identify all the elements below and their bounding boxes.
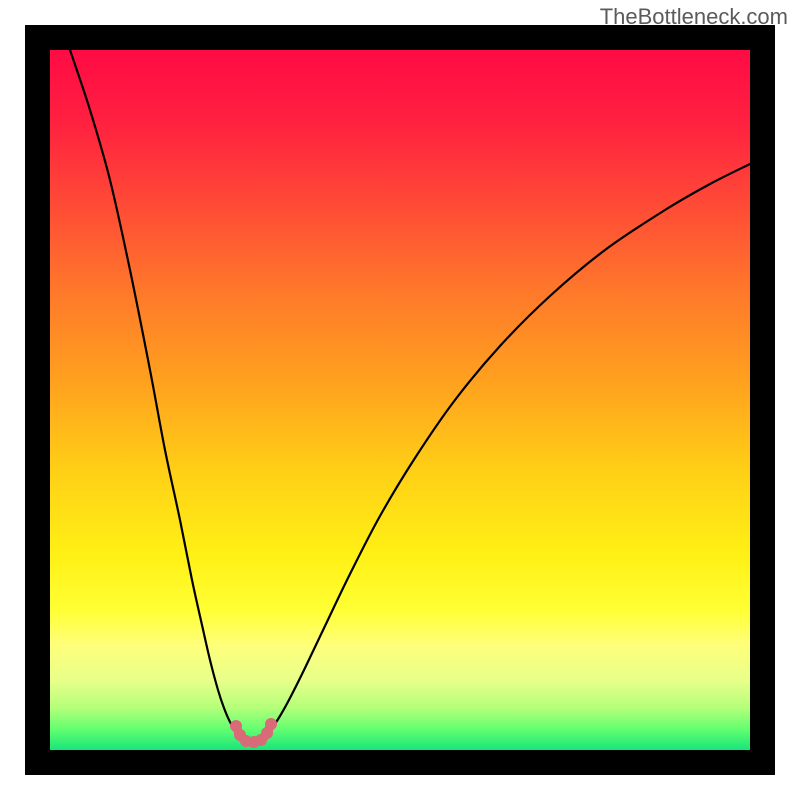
plot-frame xyxy=(25,25,775,775)
plot-inner xyxy=(50,50,750,750)
curves-layer xyxy=(50,50,750,750)
left-curve xyxy=(70,50,239,734)
marker-dot xyxy=(265,718,277,730)
canvas: TheBottleneck.com xyxy=(0,0,800,800)
right-curve xyxy=(267,164,750,734)
marker-cluster xyxy=(230,718,277,748)
